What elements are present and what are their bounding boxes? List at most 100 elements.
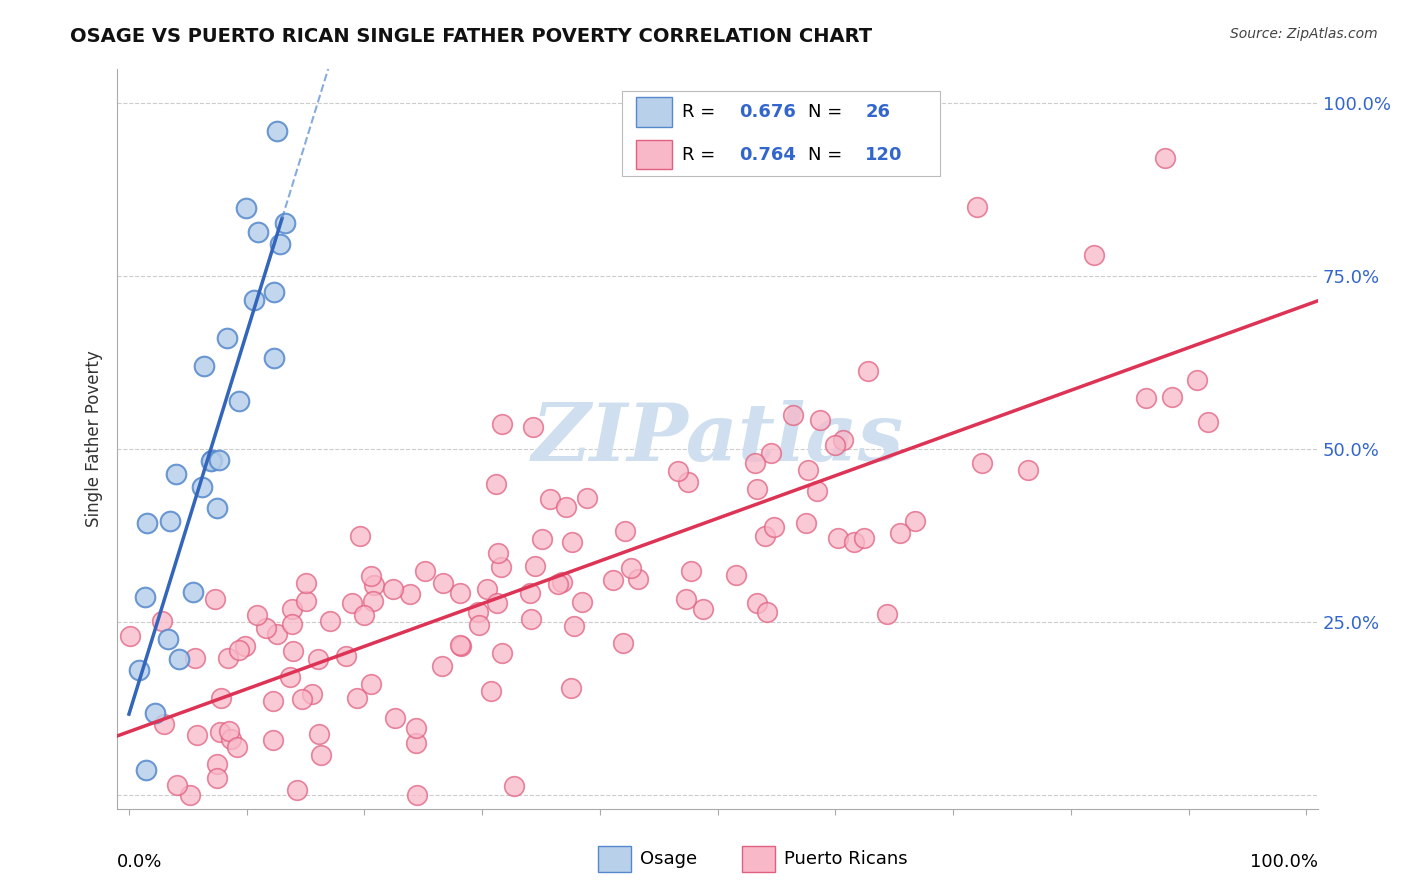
Bar xyxy=(636,140,672,169)
Point xyxy=(208,453,231,467)
Point xyxy=(571,595,593,609)
Point xyxy=(620,561,643,575)
Point xyxy=(166,778,188,792)
Text: 100.0%: 100.0% xyxy=(1250,854,1319,871)
Point xyxy=(205,771,228,785)
Point xyxy=(204,592,226,607)
Point xyxy=(1197,415,1219,429)
Point xyxy=(291,692,314,706)
Point xyxy=(1185,373,1208,387)
Point xyxy=(852,531,875,545)
Point xyxy=(262,694,284,708)
Point xyxy=(269,237,291,252)
Point xyxy=(281,602,304,616)
Point xyxy=(209,691,232,706)
Point xyxy=(246,608,269,623)
Point xyxy=(519,586,541,600)
Point xyxy=(797,463,820,477)
Point xyxy=(262,732,284,747)
Text: N =: N = xyxy=(807,103,848,121)
Point xyxy=(824,438,846,452)
Point xyxy=(217,650,239,665)
Point xyxy=(360,677,382,691)
Point xyxy=(311,748,333,763)
Point xyxy=(349,529,371,543)
Point xyxy=(285,783,308,797)
Point xyxy=(186,728,208,742)
Point xyxy=(266,626,288,640)
Point xyxy=(555,500,578,515)
Point xyxy=(181,584,204,599)
Point xyxy=(405,788,427,802)
Text: 120: 120 xyxy=(865,145,903,163)
Point xyxy=(782,408,804,422)
Y-axis label: Single Father Poverty: Single Father Poverty xyxy=(86,351,103,527)
Point xyxy=(150,615,173,629)
Point xyxy=(205,756,228,771)
Point xyxy=(243,293,266,307)
Point xyxy=(360,569,382,583)
Point xyxy=(118,629,141,643)
Point xyxy=(562,619,585,633)
Text: ZIPatlas: ZIPatlas xyxy=(531,400,904,477)
Point xyxy=(759,446,782,460)
Point xyxy=(613,524,636,538)
Text: Osage: Osage xyxy=(640,850,697,868)
Point xyxy=(538,491,561,506)
Point xyxy=(806,484,828,499)
Text: Puerto Ricans: Puerto Ricans xyxy=(783,850,907,868)
Point xyxy=(263,351,285,365)
Text: 0.764: 0.764 xyxy=(740,145,796,163)
Point xyxy=(191,480,214,494)
Point xyxy=(491,417,513,431)
Point xyxy=(523,558,546,573)
Point xyxy=(1017,462,1039,476)
Point xyxy=(858,364,880,378)
Point xyxy=(228,393,250,408)
Point xyxy=(134,591,156,605)
Point xyxy=(970,456,993,470)
Point xyxy=(281,617,304,632)
Point xyxy=(560,681,582,696)
Point xyxy=(1154,152,1177,166)
Point xyxy=(218,724,240,739)
Point xyxy=(301,687,323,701)
Point xyxy=(382,582,405,596)
Text: 0.676: 0.676 xyxy=(740,103,796,121)
Point xyxy=(200,453,222,467)
Point xyxy=(486,596,509,610)
Point xyxy=(283,644,305,658)
Point xyxy=(156,632,179,647)
Text: Source: ZipAtlas.com: Source: ZipAtlas.com xyxy=(1230,27,1378,41)
Point xyxy=(1083,248,1105,262)
Point xyxy=(692,602,714,616)
Point xyxy=(278,670,301,684)
Point xyxy=(561,534,583,549)
Point xyxy=(193,359,215,373)
Point xyxy=(184,651,207,665)
Point xyxy=(489,559,512,574)
Point xyxy=(235,202,257,216)
Point xyxy=(904,514,927,528)
Point xyxy=(889,525,911,540)
Point xyxy=(135,764,157,778)
Point xyxy=(405,721,427,735)
Point xyxy=(273,216,295,230)
Point xyxy=(363,578,385,592)
Point xyxy=(353,608,375,623)
Point xyxy=(208,724,231,739)
Point xyxy=(449,586,471,600)
Point xyxy=(165,467,187,482)
Point xyxy=(575,491,598,505)
Point xyxy=(449,638,471,652)
Text: OSAGE VS PUERTO RICAN SINGLE FATHER POVERTY CORRELATION CHART: OSAGE VS PUERTO RICAN SINGLE FATHER POVE… xyxy=(70,27,873,45)
FancyBboxPatch shape xyxy=(621,91,939,176)
Point xyxy=(266,124,288,138)
Point xyxy=(754,529,776,543)
Point xyxy=(725,567,748,582)
Point xyxy=(485,476,508,491)
Point xyxy=(765,124,787,138)
Text: 26: 26 xyxy=(865,103,890,121)
Point xyxy=(143,706,166,720)
Text: 0.0%: 0.0% xyxy=(117,854,163,871)
